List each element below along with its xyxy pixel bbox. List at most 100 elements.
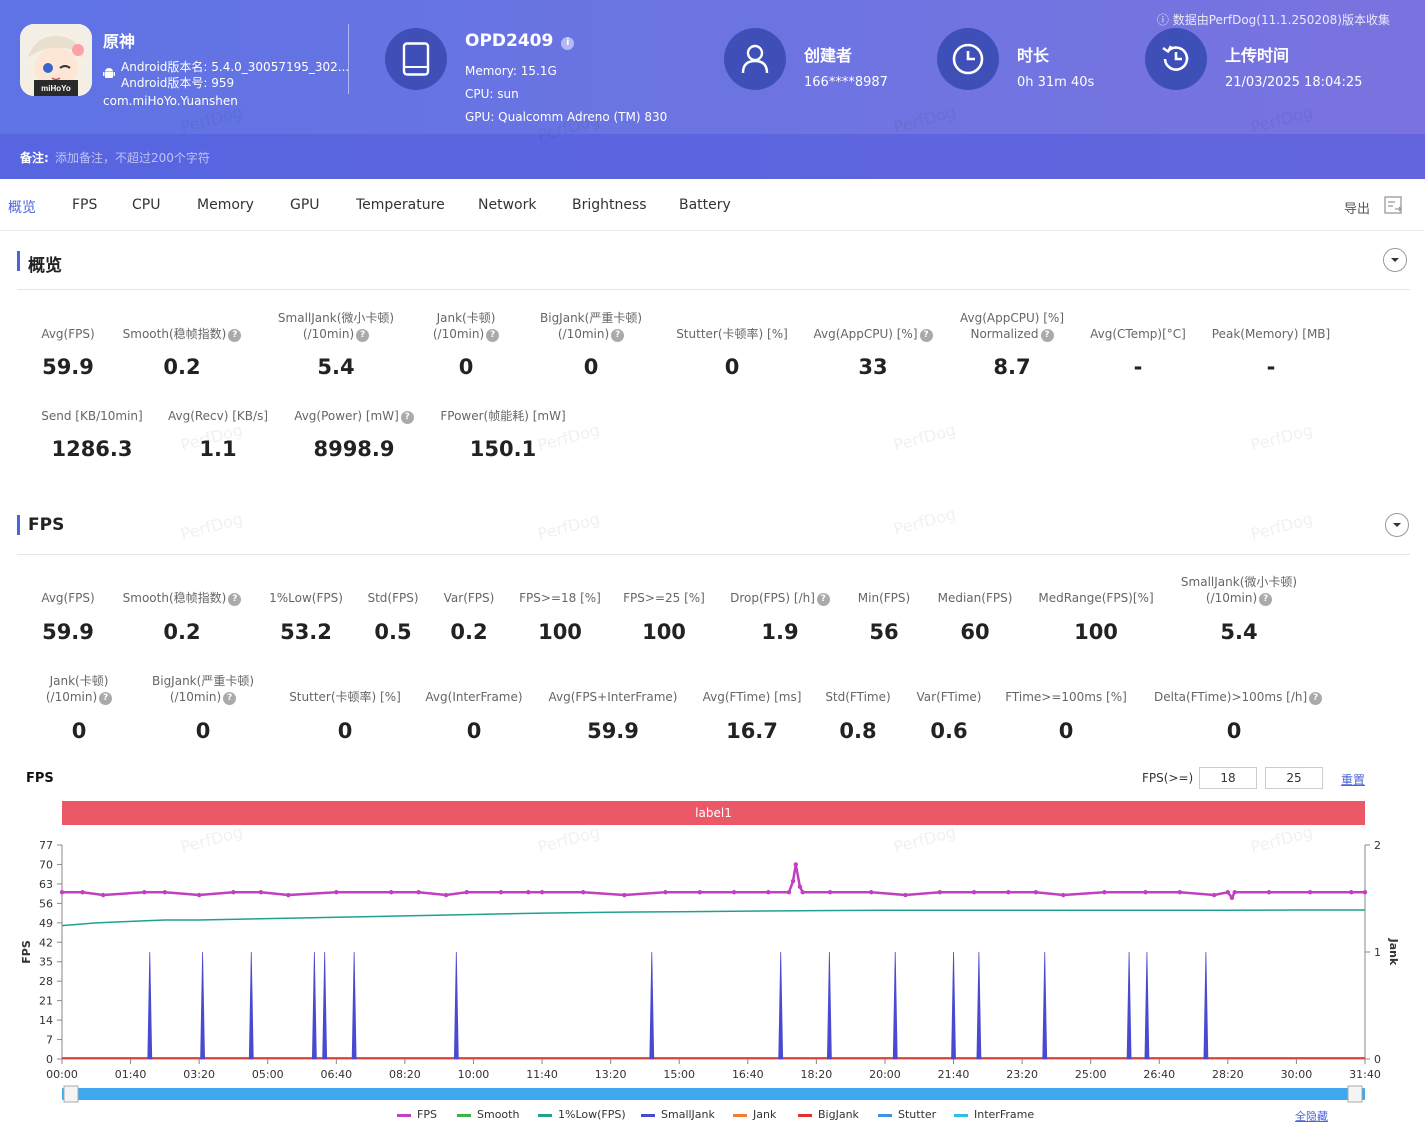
metric-avg-ctemp-c: Avg(CTemp)[°C] - bbox=[1058, 308, 1218, 379]
help-icon[interactable]: ? bbox=[1040, 329, 1054, 342]
app-icon: miHoYo bbox=[20, 24, 92, 96]
metric-value: 8998.9 bbox=[313, 437, 395, 461]
clock-icon bbox=[952, 43, 984, 75]
metric-value: 53.2 bbox=[280, 620, 332, 644]
legend-item-fps[interactable]: FPS bbox=[397, 1108, 437, 1121]
metric-label: (/10min)? bbox=[0, 689, 159, 705]
legend-swatch bbox=[878, 1113, 892, 1117]
metric-label: (/10min)? bbox=[256, 326, 416, 342]
fps-threshold-input-2[interactable]: 25 bbox=[1265, 767, 1323, 789]
metric-std-fps: Std(FPS) 0.5 bbox=[313, 572, 473, 644]
metric-value: 59.9 bbox=[42, 620, 94, 644]
metric-fps-18: FPS>=18 [%] 100 bbox=[480, 572, 640, 644]
help-icon[interactable]: ? bbox=[611, 329, 625, 342]
help-icon[interactable]: ? bbox=[816, 593, 830, 606]
tab-memory[interactable]: Memory bbox=[197, 197, 254, 213]
reset-button[interactable]: 重置 bbox=[1341, 773, 1366, 787]
metric-value: - bbox=[1266, 355, 1276, 379]
chevron-down-icon bbox=[1393, 523, 1401, 527]
metric-label-line1: Jank(卡顿) bbox=[49, 674, 109, 688]
metric-label-text: FPS>=18 [%] bbox=[519, 591, 601, 605]
help-icon[interactable]: ? bbox=[486, 329, 500, 342]
device-memory: Memory: 15.1G bbox=[465, 64, 557, 78]
metric-value: 0 bbox=[466, 719, 482, 743]
metric-label-text: FPower(帧能耗) [mW] bbox=[440, 409, 566, 423]
metric-value: 5.4 bbox=[1220, 620, 1258, 644]
metric-label: FPS>=18 [%] bbox=[480, 590, 640, 606]
metric-value: 33 bbox=[858, 355, 888, 379]
metric-label: Std(FTime) bbox=[778, 689, 938, 705]
toggle-all-series-button[interactable]: 全隐藏 bbox=[1295, 1110, 1328, 1123]
legend-item-1lowfps[interactable]: 1%Low(FPS) bbox=[538, 1108, 626, 1121]
duration-title: 时长 bbox=[1017, 46, 1050, 65]
fps-threshold-input-1[interactable]: 18 bbox=[1199, 767, 1257, 789]
legend-label: Stutter bbox=[898, 1108, 937, 1121]
metric-smooth: Smooth(稳帧指数)? 0.2 bbox=[102, 308, 262, 379]
metric-label: Stutter(卡顿率) [%] bbox=[265, 689, 425, 705]
chevron-down-icon bbox=[1391, 258, 1399, 262]
metric-min-fps: Min(FPS) 56 bbox=[804, 572, 964, 644]
help-icon[interactable]: ? bbox=[228, 593, 242, 606]
metric-label-text: (/10min) bbox=[557, 327, 610, 341]
metric-peak-memory-mb: Peak(Memory) [MB] - bbox=[1191, 308, 1351, 379]
tab-brightness[interactable]: Brightness bbox=[572, 197, 647, 213]
legend-item-jank[interactable]: Jank bbox=[733, 1108, 776, 1121]
overview-collapse-button[interactable] bbox=[1383, 248, 1407, 272]
upload-title: 上传时间 bbox=[1225, 46, 1290, 65]
tab-battery[interactable]: Battery bbox=[679, 197, 731, 213]
legend-swatch bbox=[397, 1113, 411, 1117]
tab-network[interactable]: Network bbox=[478, 197, 537, 213]
help-icon[interactable]: ? bbox=[223, 692, 237, 705]
metric-value: 1.1 bbox=[199, 437, 237, 461]
legend-item-smooth[interactable]: Smooth bbox=[457, 1108, 519, 1121]
creator-circle bbox=[724, 28, 786, 90]
legend-label: 1%Low(FPS) bbox=[558, 1108, 626, 1121]
tab-cpu[interactable]: CPU bbox=[132, 197, 161, 213]
metric-value: 0 bbox=[337, 719, 353, 743]
tab-gpu[interactable]: GPU bbox=[290, 197, 320, 213]
metric-avg-appcpu: Avg(AppCPU) [%]? 33 bbox=[793, 308, 953, 379]
metric-value: 1.9 bbox=[761, 620, 799, 644]
metric-avg-fps: Avg(FPS) 59.9 bbox=[0, 572, 148, 644]
metric-value: 0 bbox=[724, 355, 740, 379]
help-icon[interactable]: ? bbox=[228, 329, 242, 342]
metric-label-line1: Avg(AppCPU) [%] bbox=[959, 311, 1064, 325]
tab-overview[interactable]: 概览 bbox=[8, 200, 36, 216]
metric-value: 16.7 bbox=[726, 719, 778, 743]
tab-fps[interactable]: FPS bbox=[72, 197, 98, 213]
help-icon[interactable]: ? bbox=[1259, 593, 1273, 606]
legend-item-stutter[interactable]: Stutter bbox=[878, 1108, 936, 1121]
legend-item-bigjank[interactable]: BigJank bbox=[798, 1108, 859, 1121]
metric-avg-fps: Avg(FPS) 59.9 bbox=[0, 308, 148, 379]
remark-input[interactable]: 添加备注，不超过200个字符 bbox=[55, 151, 210, 165]
help-icon[interactable]: ? bbox=[99, 692, 113, 705]
legend-label: Smooth bbox=[477, 1108, 520, 1121]
metric-avg-ftime-ms: Avg(FTime) [ms] 16.7 bbox=[672, 671, 832, 743]
legend-item-interframe[interactable]: InterFrame bbox=[954, 1108, 1034, 1121]
export-button[interactable]: 导出 bbox=[1343, 202, 1370, 217]
android-icon bbox=[103, 68, 115, 78]
metric-label-text: Stutter(卡顿率) [%] bbox=[289, 690, 401, 704]
metric-smooth: Smooth(稳帧指数)? 0.2 bbox=[102, 572, 262, 644]
metric-label-text: MedRange(FPS)[%] bbox=[1038, 591, 1154, 605]
metric-label: Min(FPS) bbox=[804, 590, 964, 606]
help-icon[interactable]: ? bbox=[919, 329, 933, 342]
metric-value: 0.6 bbox=[930, 719, 968, 743]
metric-stutter: Stutter(卡顿率) [%] 0 bbox=[265, 671, 425, 743]
export-icon[interactable] bbox=[1383, 195, 1403, 215]
legend-item-smalljank[interactable]: SmallJank bbox=[641, 1108, 715, 1121]
app-name: 原神 bbox=[103, 32, 136, 51]
metric-10min: SmallJank(微小卡顿) (/10min)? 5.4 bbox=[256, 308, 416, 379]
metric-fps-25: FPS>=25 [%] 100 bbox=[584, 572, 744, 644]
help-icon[interactable]: ? bbox=[1309, 692, 1323, 705]
metric-label: FTime>=100ms [%] bbox=[986, 689, 1146, 705]
fps-collapse-button[interactable] bbox=[1385, 513, 1409, 537]
tab-temperature[interactable]: Temperature bbox=[356, 197, 445, 213]
device-info-icon[interactable]: i bbox=[561, 37, 575, 50]
help-icon[interactable]: ? bbox=[356, 329, 370, 342]
metric-value: 0 bbox=[1226, 719, 1242, 743]
metric-value: 0.2 bbox=[163, 620, 201, 644]
metric-value: 0.2 bbox=[450, 620, 488, 644]
help-icon[interactable]: ? bbox=[400, 411, 414, 424]
label-bar[interactable]: label1 bbox=[62, 801, 1365, 825]
